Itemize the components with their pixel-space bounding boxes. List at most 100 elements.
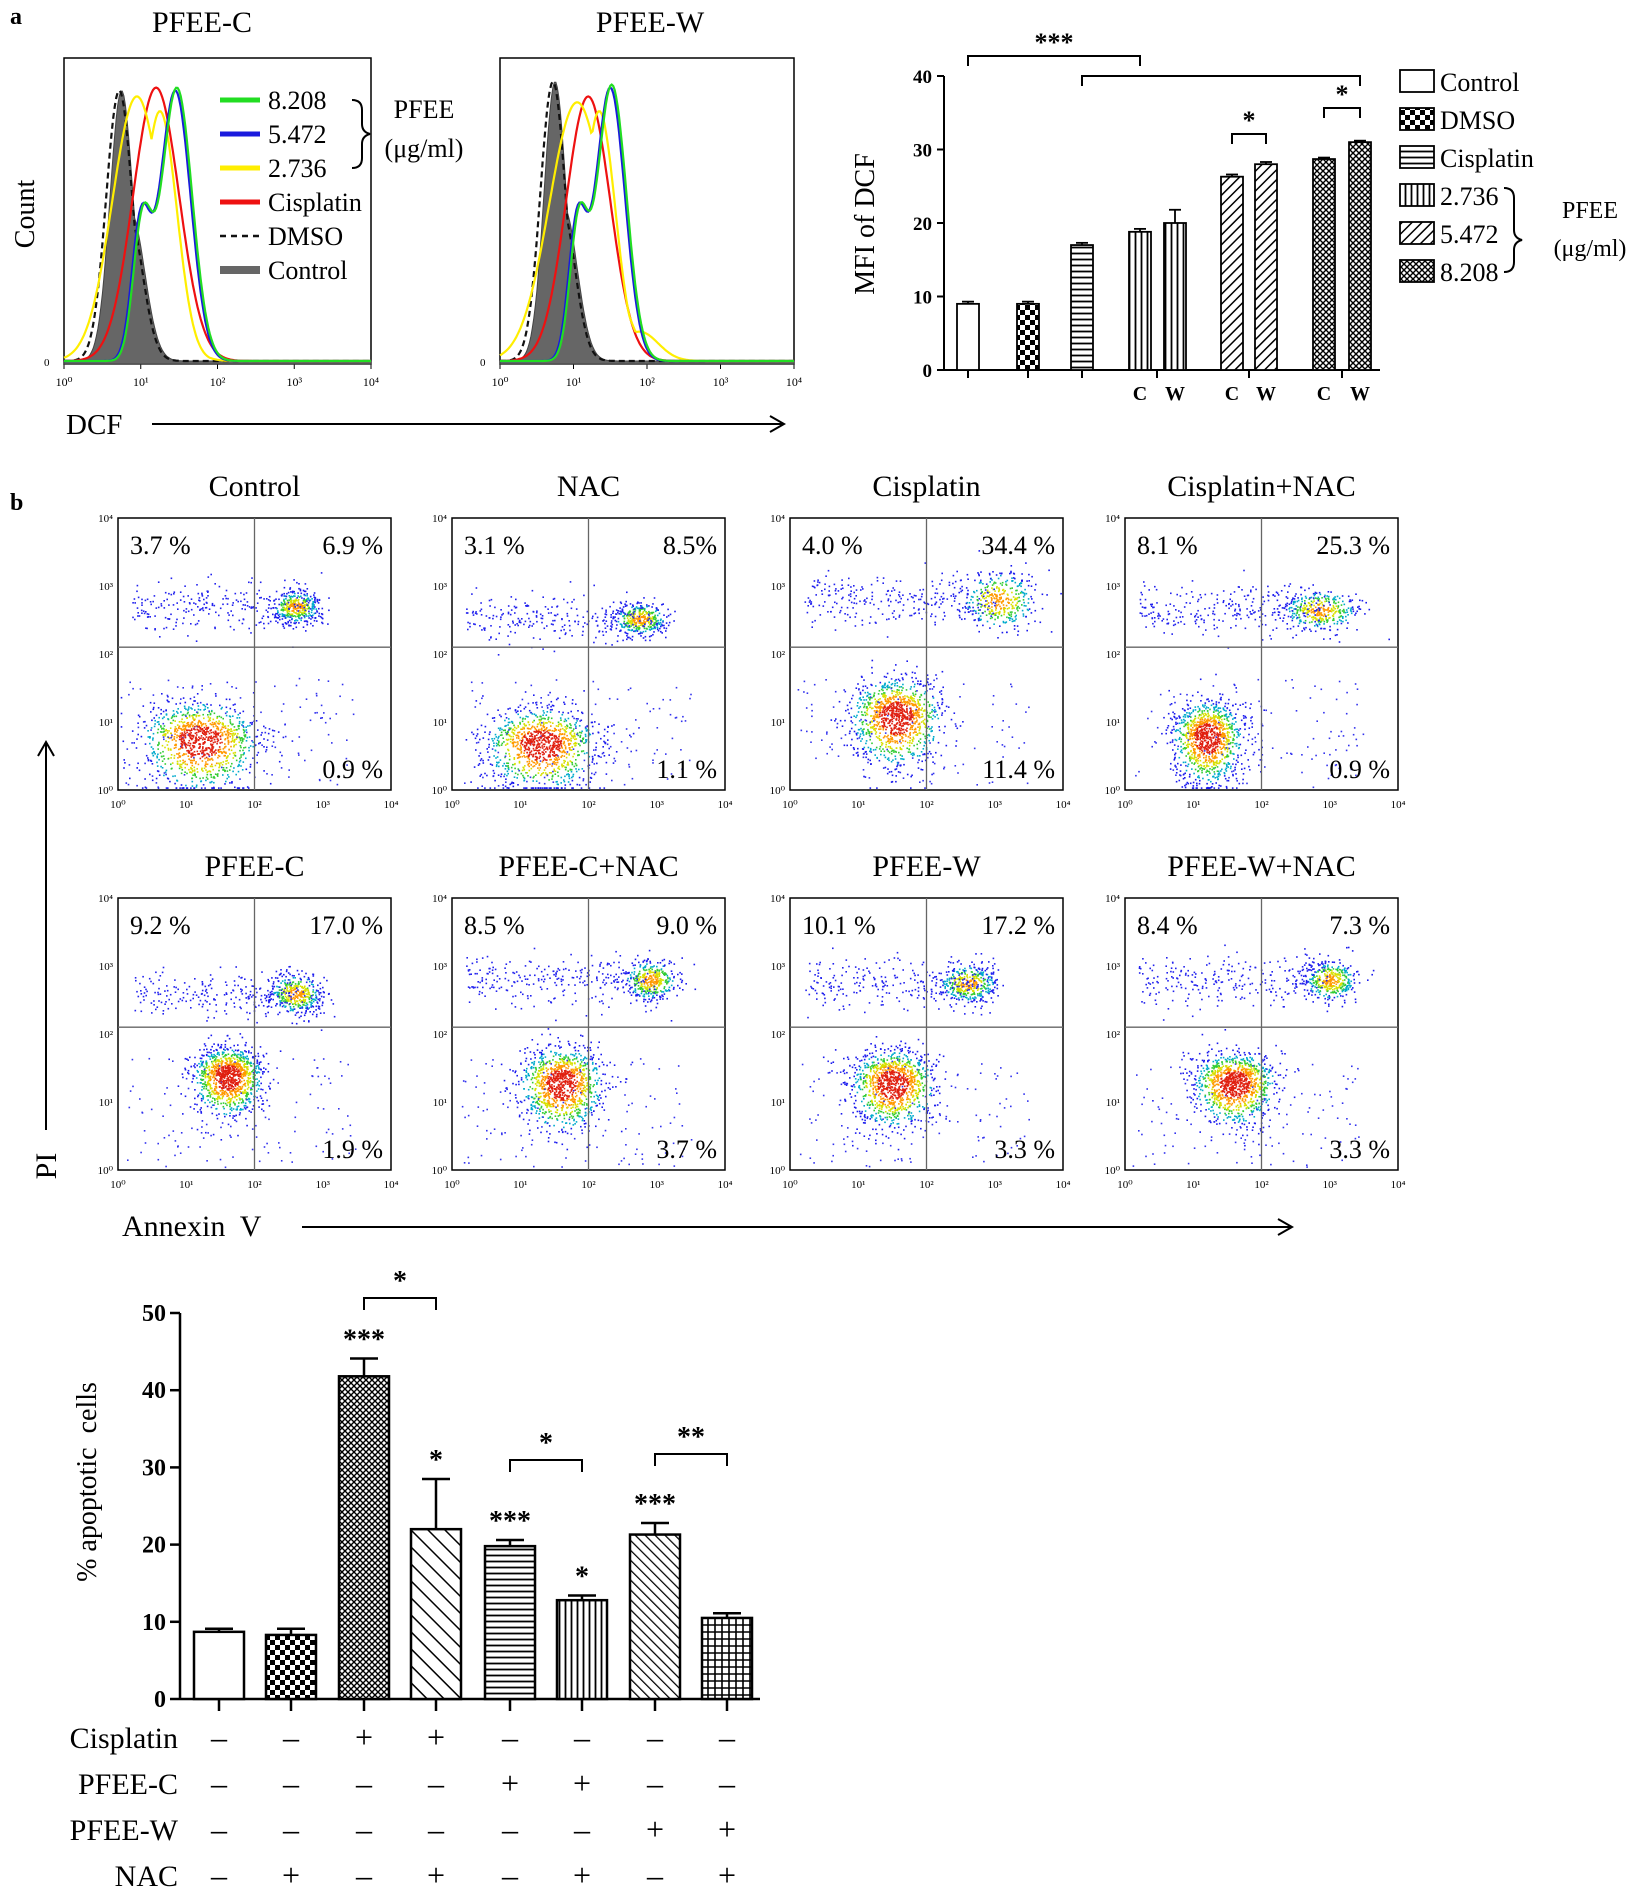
flow-event-dot bbox=[553, 735, 555, 737]
flow-event-dot bbox=[657, 622, 660, 624]
flow-event-dot bbox=[900, 692, 903, 694]
flow-event-dot bbox=[541, 717, 543, 720]
flow-event-dot bbox=[554, 745, 556, 747]
flow-event-dot bbox=[136, 584, 139, 587]
flow-event-dot bbox=[505, 752, 507, 755]
flow-event-dot bbox=[272, 613, 274, 616]
flow-event-dot bbox=[553, 763, 556, 765]
flow-event-dot bbox=[305, 698, 308, 700]
flow-event-dot bbox=[869, 693, 872, 696]
flow-event-dot bbox=[202, 743, 204, 745]
flow-event-dot bbox=[850, 744, 852, 746]
flow-event-dot bbox=[924, 691, 927, 693]
flow-event-dot bbox=[541, 745, 544, 747]
flow-event-dot bbox=[910, 686, 912, 688]
flow-event-dot bbox=[891, 690, 893, 692]
flow-event-dot bbox=[613, 724, 615, 726]
flow-event-dot bbox=[615, 620, 618, 623]
flow-event-dot bbox=[212, 737, 214, 739]
flow-event-dot bbox=[287, 608, 289, 610]
flow-event-dot bbox=[238, 761, 241, 763]
flow-event-dot bbox=[917, 700, 919, 703]
flow-event-dot bbox=[518, 621, 521, 624]
flow-event-dot bbox=[176, 736, 178, 739]
flow-event-dot bbox=[154, 615, 156, 617]
flow-event-dot bbox=[226, 737, 229, 740]
flow-event-dot bbox=[593, 773, 596, 776]
flow-event-dot bbox=[583, 759, 586, 762]
flow-event-dot bbox=[201, 756, 204, 758]
flow-event-dot bbox=[1011, 620, 1014, 623]
flow-event-dot bbox=[144, 786, 147, 789]
flow-event-dot bbox=[178, 725, 181, 728]
flow-event-dot bbox=[996, 595, 998, 598]
flow-event-dot bbox=[982, 605, 984, 607]
flow-event-dot bbox=[648, 614, 650, 617]
flow-event-dot bbox=[536, 761, 538, 763]
flow-event-dot bbox=[584, 622, 586, 624]
mfi-legend-label: Cisplatin bbox=[1440, 144, 1534, 173]
flow-event-dot bbox=[575, 759, 577, 761]
flow-event-dot bbox=[550, 758, 552, 761]
flow-event-dot bbox=[141, 787, 144, 789]
flow-event-dot bbox=[193, 745, 195, 747]
flow-event-dot bbox=[568, 777, 571, 780]
flow-event-dot bbox=[533, 775, 535, 778]
flow-event-dot bbox=[183, 729, 186, 732]
flow-event-dot bbox=[321, 622, 324, 625]
flow-event-dot bbox=[487, 738, 490, 741]
flow-event-dot bbox=[503, 775, 505, 778]
flow-event-dot bbox=[865, 740, 868, 742]
flow-event-dot bbox=[218, 762, 220, 765]
flow-event-dot bbox=[249, 763, 252, 766]
flow-event-dot bbox=[941, 670, 944, 673]
flow-event-dot bbox=[567, 717, 570, 720]
flow-event-dot bbox=[203, 742, 205, 744]
flow-event-dot bbox=[926, 727, 928, 730]
flow-event-dot bbox=[538, 719, 541, 722]
flow-quadrant-lr: 0.9 % bbox=[322, 755, 383, 784]
flow-event-dot bbox=[905, 673, 908, 676]
flow-event-dot bbox=[221, 734, 223, 736]
mfi-significance-label: * bbox=[1336, 80, 1349, 109]
flow-event-dot bbox=[219, 729, 222, 732]
flow-event-dot bbox=[651, 606, 653, 608]
flow-event-dot bbox=[554, 773, 557, 775]
flow-event-dot bbox=[214, 773, 217, 775]
flow-event-dot bbox=[548, 729, 550, 731]
flow-event-dot bbox=[569, 742, 572, 745]
flow-event-dot bbox=[860, 699, 862, 701]
flow-event-dot bbox=[199, 609, 201, 611]
flow-event-dot bbox=[864, 714, 867, 717]
flow-event-dot bbox=[629, 603, 632, 605]
flow-event-dot bbox=[128, 693, 130, 696]
flow-event-dot bbox=[628, 636, 630, 639]
flow-event-dot bbox=[847, 708, 849, 711]
flow-event-dot bbox=[529, 735, 531, 737]
flow-event-dot bbox=[575, 608, 578, 610]
flow-event-dot bbox=[981, 595, 983, 597]
flow-event-dot bbox=[638, 613, 641, 615]
flow-event-dot bbox=[643, 627, 646, 630]
flow-x-tick-label: 10⁴ bbox=[718, 799, 733, 811]
flow-event-dot bbox=[585, 740, 587, 743]
flow-event-dot bbox=[609, 628, 612, 630]
flow-event-dot bbox=[211, 763, 213, 766]
flow-event-dot bbox=[173, 593, 175, 595]
flow-event-dot bbox=[193, 759, 195, 762]
flow-event-dot bbox=[191, 762, 193, 764]
flow-event-dot bbox=[154, 719, 156, 722]
flow-event-dot bbox=[675, 716, 678, 719]
flow-event-dot bbox=[284, 723, 286, 726]
flow-event-dot bbox=[629, 734, 631, 737]
flow-event-dot bbox=[167, 747, 170, 750]
flow-event-dot bbox=[862, 734, 865, 736]
flow-event-dot bbox=[1018, 584, 1021, 587]
flow-event-dot bbox=[304, 609, 307, 612]
flow-event-dot bbox=[281, 608, 283, 611]
flow-event-dot bbox=[241, 740, 244, 742]
flow-event-dot bbox=[571, 735, 573, 738]
flow-event-dot bbox=[242, 618, 245, 620]
flow-event-dot bbox=[546, 737, 548, 740]
flow-event-dot bbox=[998, 589, 1000, 591]
